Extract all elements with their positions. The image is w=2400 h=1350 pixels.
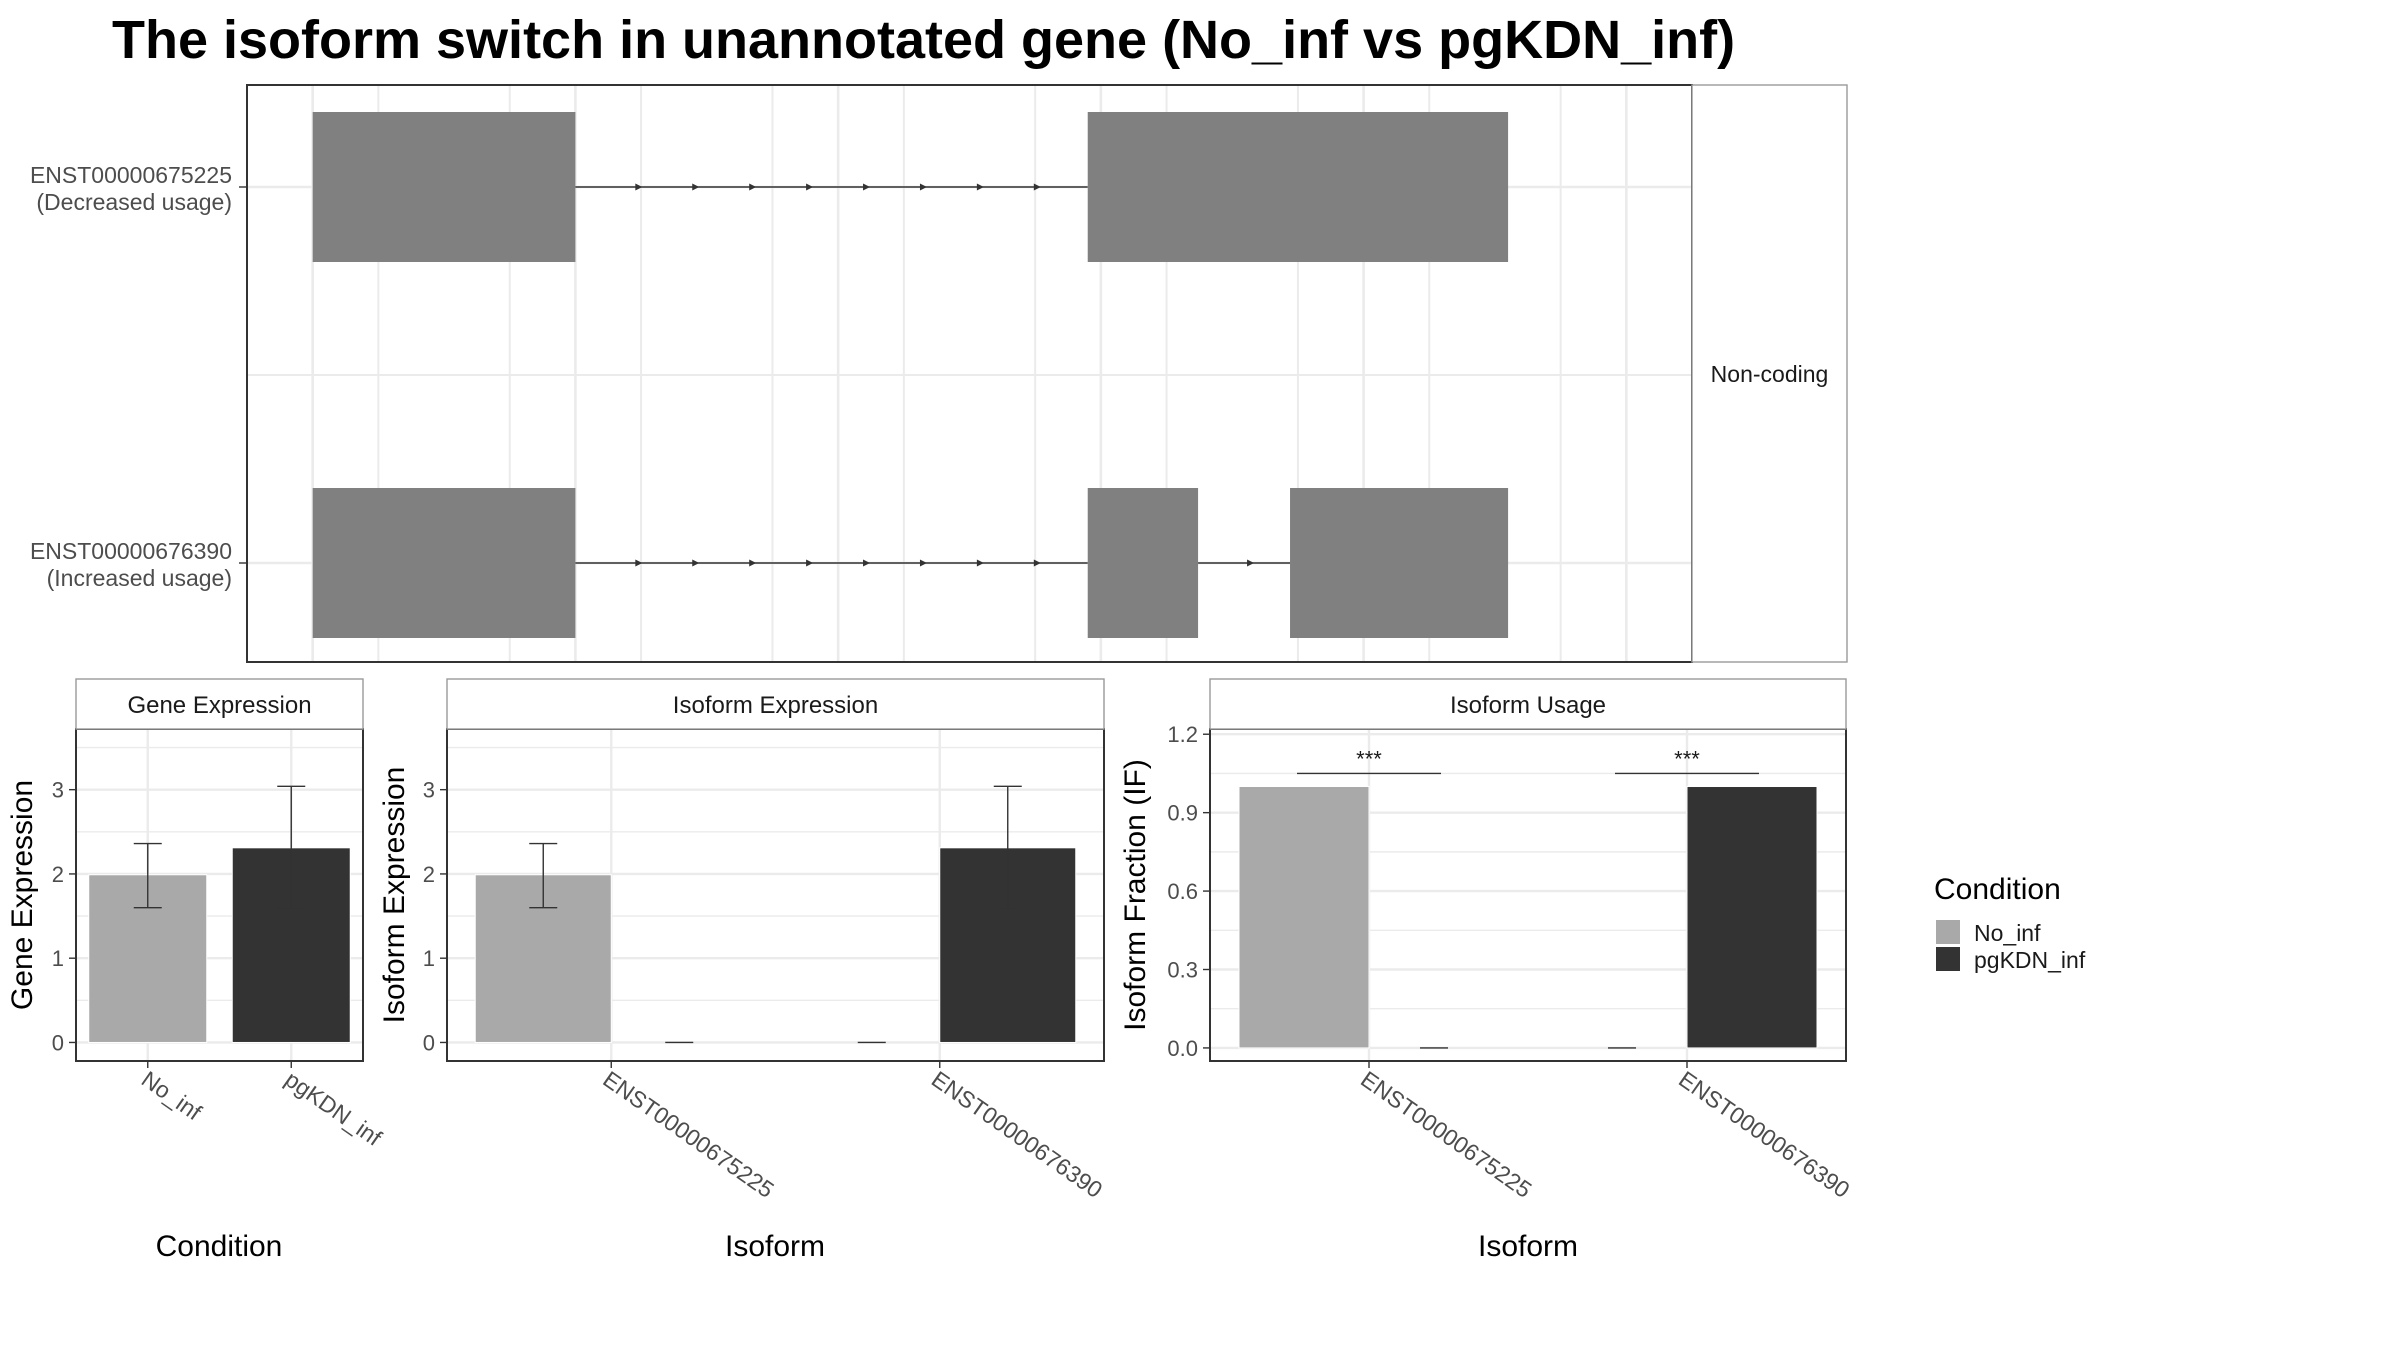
isoform-usage-panel: *** *** Isoform Usage 0.0 0.3 0.6 0.9 1.2 ENST00… bbox=[1119, 678, 1855, 1263]
bar-panel-strip-label: Isoform Usage bbox=[1450, 692, 1606, 719]
intron-direction-arrow bbox=[1033, 559, 1041, 567]
legend-title: Condition bbox=[1934, 873, 2061, 906]
y-axis-tick-label: 2 bbox=[52, 862, 64, 887]
transcript-usage-label: (Decreased usage) bbox=[36, 189, 232, 215]
y-axis-tick-label: 3 bbox=[423, 778, 435, 803]
gene-expression-panel: Gene Expression 0 1 2 3 No_inf pgKDN_inf Condit… bbox=[6, 678, 387, 1263]
intron-direction-arrow bbox=[692, 183, 700, 191]
significance-label: *** bbox=[1674, 746, 1700, 771]
bar-panel-strip-label: Isoform Expression bbox=[673, 692, 878, 719]
x-axis-tick-label: No_inf bbox=[137, 1066, 207, 1126]
transcript-id-label: ENST00000675225 bbox=[30, 162, 232, 188]
legend-label: No_inf bbox=[1974, 920, 2041, 946]
y-axis-tick-label: 0.0 bbox=[1167, 1036, 1198, 1061]
y-axis-title: Gene Expression bbox=[6, 780, 39, 1010]
y-axis-title: Isoform Expression bbox=[378, 767, 411, 1024]
significance-label: *** bbox=[1356, 746, 1382, 771]
facet-label-non-coding: Non-coding bbox=[1711, 361, 1829, 387]
intron-direction-arrow bbox=[976, 559, 984, 567]
x-axis-tick-label: ENST00000675225 bbox=[1356, 1066, 1536, 1203]
y-axis-tick-label: 0.6 bbox=[1167, 879, 1198, 904]
legend-swatch-pgKDN_inf bbox=[1936, 947, 1960, 971]
intron-direction-arrow bbox=[976, 183, 984, 191]
legend-swatch-No_inf bbox=[1936, 920, 1960, 944]
y-axis-tick-label: 1 bbox=[52, 946, 64, 971]
bar-pgKDN_inf bbox=[1686, 786, 1818, 1049]
figure-title: The isoform switch in unannotated gene (… bbox=[112, 10, 1735, 70]
transcript-id-label: ENST00000676390 bbox=[30, 538, 232, 564]
exon-block bbox=[1087, 112, 1509, 262]
x-axis-title: Isoform bbox=[1478, 1230, 1578, 1263]
intron-direction-arrow bbox=[919, 183, 927, 191]
bar-No_inf bbox=[1238, 786, 1370, 1049]
bar-panel-strip bbox=[1209, 678, 1847, 730]
intron-direction-arrow bbox=[749, 183, 757, 191]
y-axis-tick-label: 1.2 bbox=[1167, 722, 1198, 747]
intron-direction-arrow bbox=[863, 183, 871, 191]
exon-block bbox=[1087, 488, 1199, 638]
y-axis-tick-label: 1 bbox=[423, 946, 435, 971]
x-axis-tick-label: ENST00000676390 bbox=[927, 1066, 1107, 1203]
x-axis-tick-label: ENST00000676390 bbox=[1674, 1066, 1854, 1203]
y-axis-title: Isoform Fraction (IF) bbox=[1119, 759, 1152, 1031]
exon-block bbox=[312, 488, 576, 638]
y-axis-tick-label: 0 bbox=[52, 1030, 64, 1055]
intron-direction-arrow bbox=[1247, 559, 1255, 567]
legend-label: pgKDN_inf bbox=[1974, 947, 2086, 973]
intron-direction-arrow bbox=[806, 183, 814, 191]
intron-direction-arrow bbox=[749, 559, 757, 567]
intron-direction-arrow bbox=[635, 183, 643, 191]
bar-panel-strip-label: Gene Expression bbox=[127, 692, 311, 719]
x-axis-tick-label: ENST00000675225 bbox=[598, 1066, 778, 1203]
structure-facet-strip bbox=[1691, 84, 1848, 663]
bar-panel-strip bbox=[446, 678, 1105, 730]
intron-direction-arrow bbox=[806, 559, 814, 567]
bar-panel-strip bbox=[75, 678, 364, 730]
intron-direction-arrow bbox=[692, 559, 700, 567]
exon-block bbox=[312, 112, 576, 262]
intron-direction-arrow bbox=[1033, 183, 1041, 191]
y-axis-tick-label: 0.3 bbox=[1167, 958, 1198, 983]
y-axis-tick-label: 3 bbox=[52, 778, 64, 803]
x-axis-title: Condition bbox=[156, 1230, 283, 1263]
transcript-usage-label: (Increased usage) bbox=[47, 565, 232, 591]
intron-direction-arrow bbox=[863, 559, 871, 567]
y-axis-tick-label: 2 bbox=[423, 862, 435, 887]
transcript-structure-panel: ENST00000675225(Decreased usage) ENST0000… bbox=[30, 84, 1848, 663]
x-axis-title: Isoform bbox=[725, 1230, 825, 1263]
y-axis-tick-label: 0.9 bbox=[1167, 801, 1198, 826]
x-axis-tick-label: pgKDN_inf bbox=[280, 1066, 387, 1151]
intron-direction-arrow bbox=[919, 559, 927, 567]
intron-direction-arrow bbox=[635, 559, 643, 567]
y-axis-tick-label: 0 bbox=[423, 1030, 435, 1055]
isoform-expression-panel: Isoform Expression 0 1 2 3 ENST00000675225 ENS… bbox=[378, 678, 1107, 1263]
exon-block bbox=[1290, 488, 1509, 638]
